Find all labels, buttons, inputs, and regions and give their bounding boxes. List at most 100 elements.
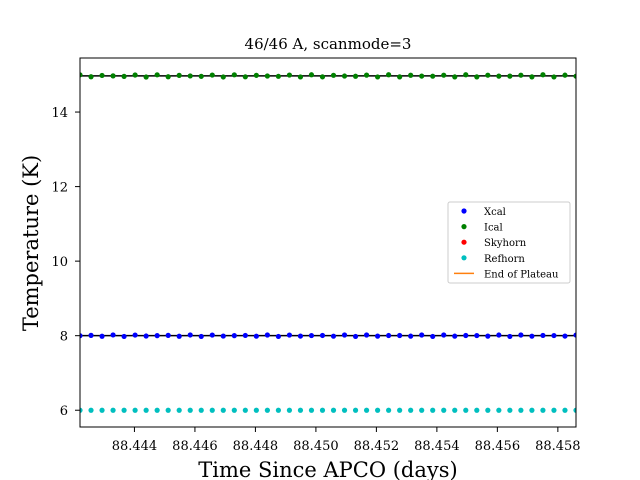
data-point-xcal (430, 333, 436, 340)
data-point-xcal (80, 333, 83, 339)
data-point-xcal (375, 333, 381, 339)
data-point-ical (154, 72, 160, 78)
data-point-ical (507, 73, 513, 79)
data-point-ical (297, 74, 304, 80)
data-point-ical (275, 73, 281, 79)
data-point-ical (496, 73, 502, 79)
data-point-ical (110, 73, 116, 79)
data-point-refhorn (253, 407, 259, 413)
data-point-refhorn (551, 407, 557, 413)
data-point-ical (363, 72, 370, 78)
legend-marker-xcal (461, 208, 467, 214)
data-point-xcal (275, 333, 281, 340)
data-point-xcal (286, 332, 293, 338)
data-point-xcal (485, 333, 491, 339)
data-point-xcal (176, 333, 182, 339)
x-tick-label: 88.446 (172, 439, 218, 454)
data-point-ical (562, 72, 568, 78)
data-layer (80, 72, 576, 413)
data-point-refhorn (529, 407, 535, 413)
data-point-ical (198, 73, 204, 79)
data-point-refhorn (441, 407, 447, 413)
legend-box (447, 201, 571, 284)
data-point-ical (386, 72, 392, 78)
data-point-ical (474, 74, 480, 80)
data-point-refhorn (231, 407, 237, 413)
data-point-xcal (110, 332, 116, 338)
data-point-ical (551, 74, 557, 80)
data-point-xcal (121, 333, 127, 340)
data-point-ical (397, 74, 403, 80)
data-point-xcal (441, 332, 447, 338)
data-point-xcal (463, 332, 469, 339)
data-point-xcal (143, 333, 149, 339)
data-point-xcal (573, 332, 576, 338)
y-tick-label: 8 (60, 330, 68, 345)
data-point-ical (187, 73, 193, 79)
data-point-refhorn (518, 407, 524, 413)
data-point-xcal (474, 332, 480, 339)
data-point-xcal (187, 332, 193, 338)
data-point-refhorn (297, 407, 304, 413)
data-point-ical (220, 74, 226, 80)
data-point-refhorn (363, 407, 370, 413)
data-point-xcal (264, 332, 270, 338)
data-point-ical (441, 72, 447, 78)
data-point-xcal (352, 333, 359, 340)
data-point-refhorn (143, 407, 149, 413)
data-point-refhorn (154, 407, 160, 413)
data-point-ical (540, 72, 546, 78)
data-point-refhorn (341, 407, 348, 413)
data-point-ical (452, 74, 458, 80)
data-point-ical (463, 72, 469, 78)
data-point-xcal (540, 332, 546, 339)
data-point-xcal (220, 333, 226, 339)
data-point-ical (253, 72, 259, 78)
data-point-ical (408, 72, 414, 78)
data-point-ical (352, 73, 359, 79)
data-point-xcal (419, 332, 425, 338)
data-point-xcal (154, 333, 160, 339)
data-point-xcal (297, 333, 304, 339)
data-point-ical (341, 73, 348, 79)
data-point-ical (165, 74, 171, 80)
data-point-ical (132, 72, 138, 78)
data-point-ical (430, 73, 436, 79)
data-point-ical (143, 74, 149, 80)
legend-label-xcal: Xcal (484, 207, 506, 218)
legend-label-end-of-plateau: End of Plateau (484, 269, 559, 280)
data-point-xcal (231, 333, 237, 339)
data-point-refhorn (198, 407, 204, 413)
data-point-refhorn (264, 407, 270, 413)
data-point-xcal (496, 332, 502, 338)
y-tick-label: 10 (51, 255, 68, 270)
data-point-xcal (319, 332, 326, 339)
data-point-xcal (551, 332, 557, 339)
data-point-ical (176, 72, 182, 78)
data-point-ical (242, 74, 248, 80)
data-point-xcal (253, 333, 259, 339)
data-point-refhorn (110, 407, 116, 413)
data-point-ical (99, 72, 105, 79)
data-point-refhorn (220, 407, 226, 413)
x-tick-label: 88.458 (535, 439, 581, 454)
plot-area: 88.444 88.446 88.448 88.450 88.452 88.454 88.4… (51, 57, 581, 454)
data-point-xcal (408, 333, 414, 339)
data-point-xcal (452, 333, 458, 339)
data-point-xcal (132, 332, 138, 338)
data-point-refhorn (242, 407, 248, 413)
data-point-refhorn (286, 407, 293, 413)
x-tick-label: 88.452 (354, 439, 400, 454)
data-point-xcal (88, 332, 94, 338)
chart-title: 46/46 A, scanmode=3 (245, 35, 412, 53)
data-point-ical (121, 73, 127, 79)
data-point-xcal (198, 333, 204, 340)
data-point-refhorn (485, 407, 491, 413)
legend-marker-skyhorn (461, 239, 467, 245)
data-point-ical (308, 72, 315, 78)
data-point-xcal (165, 332, 171, 338)
data-point-refhorn (419, 407, 425, 413)
legend-label-refhorn: Refhorn (484, 254, 525, 265)
data-point-xcal (209, 332, 215, 338)
data-point-xcal (242, 332, 248, 339)
